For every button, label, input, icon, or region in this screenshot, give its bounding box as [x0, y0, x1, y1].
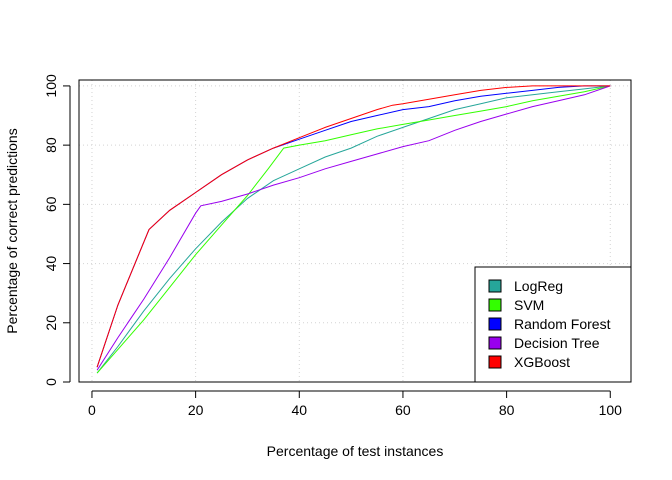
- series-line-svm: [96, 85, 611, 374]
- x-tick-label: 100: [599, 402, 623, 418]
- series-line-xgboost: [96, 85, 611, 368]
- legend-label-random-forest: Random Forest: [514, 316, 611, 332]
- y-tick-label: 80: [43, 137, 59, 153]
- x-tick-label: 80: [499, 402, 515, 418]
- y-tick-label: 60: [43, 196, 59, 212]
- legend: LogReg SVM Random Forest Decision Tree XGBoo…: [474, 266, 632, 383]
- legend-swatch-xgboost: [488, 355, 502, 369]
- x-tick-label: 40: [291, 402, 307, 418]
- series-line-decision-tree: [96, 85, 611, 371]
- legend-label-logreg: LogReg: [514, 278, 563, 294]
- x-axis-title: Percentage of test instances: [267, 443, 444, 459]
- x-tick-label: 60: [395, 402, 411, 418]
- series-line-logreg: [96, 85, 611, 374]
- x-axis: 0 20 40 60 80 100: [88, 390, 623, 418]
- series-lines: [96, 85, 611, 374]
- legend-swatch-svm: [488, 298, 502, 312]
- legend-swatch-random-forest: [488, 317, 502, 331]
- y-axis: 0 20 40 60 80 100: [43, 74, 71, 386]
- y-tick-label: 20: [43, 315, 59, 331]
- y-axis-title: Percentage of correct predictions: [4, 128, 20, 333]
- legend-label-xgboost: XGBoost: [514, 354, 570, 370]
- legend-swatch-decision-tree: [488, 336, 502, 350]
- y-tick-label: 40: [43, 256, 59, 272]
- legend-label-svm: SVM: [514, 297, 544, 313]
- x-tick-label: 0: [88, 402, 96, 418]
- legend-label-decision-tree: Decision Tree: [514, 335, 600, 351]
- plot-frame: [78, 79, 632, 383]
- y-tick-label: 0: [43, 378, 59, 386]
- y-tick-label: 100: [43, 74, 59, 98]
- x-tick-label: 20: [188, 402, 204, 418]
- legend-swatch-logreg: [488, 279, 502, 293]
